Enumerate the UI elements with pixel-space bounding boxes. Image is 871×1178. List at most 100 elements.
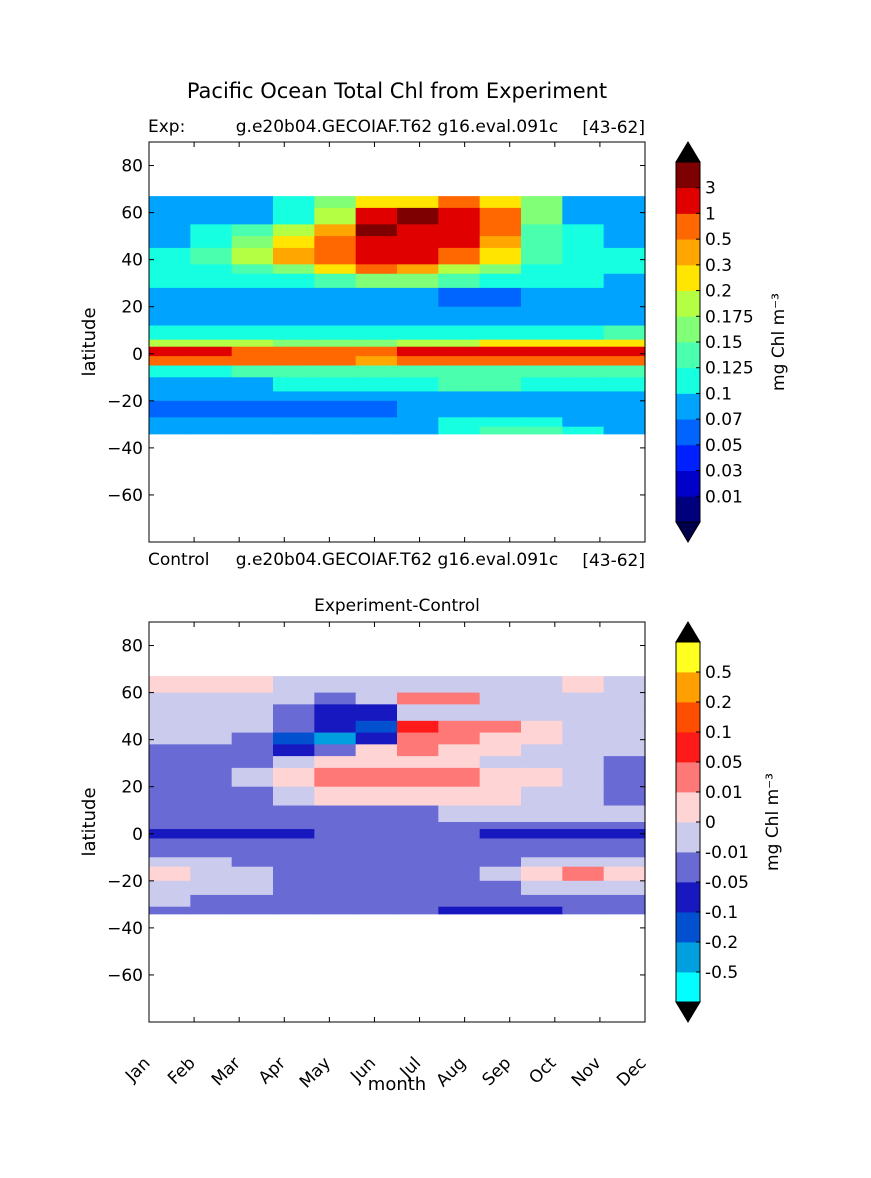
heatmap-cell	[231, 805, 274, 823]
heatmap-cell	[149, 822, 191, 830]
heatmap-cell	[562, 720, 605, 734]
top-colorbar: 0.01 0.03 0.05 0.07 0.1 0.125 0.15 0.175 0.2 0.3 0…	[675, 141, 754, 543]
heatmap-cell	[149, 224, 191, 237]
top-title-center: g.e20b04.GECOIAF.T62 g16.eval.091c	[236, 117, 558, 137]
heatmap-cell	[479, 236, 522, 249]
heatmap-cell	[479, 400, 522, 418]
heatmap-cell	[190, 805, 233, 823]
heatmap-cell	[273, 346, 315, 357]
colorbar-tick-label: 0.5	[705, 230, 732, 250]
heatmap-cell	[479, 744, 522, 757]
heatmap-cell	[190, 732, 233, 745]
heatmap-cell	[149, 704, 191, 722]
y-tick-label: 60	[121, 684, 143, 704]
heatmap-cell	[521, 704, 563, 722]
heatmap-cell	[479, 377, 522, 393]
heatmap-cell	[562, 805, 605, 823]
heatmap-cell	[521, 196, 563, 209]
heatmap-cell	[521, 805, 563, 823]
heatmap-cell	[397, 417, 439, 428]
heatmap-cell	[355, 287, 398, 308]
heatmap-cell	[190, 377, 233, 393]
heatmap-cell	[273, 880, 315, 896]
heatmap-cell	[521, 236, 563, 249]
heatmap-cell	[190, 236, 233, 249]
heatmap-cell	[479, 339, 522, 348]
heatmap-cell	[521, 207, 563, 225]
heatmap-cell	[562, 365, 605, 378]
heatmap-cell	[231, 829, 274, 840]
y-tick-label: 80	[121, 157, 143, 177]
heatmap-cell	[355, 426, 398, 435]
colorbar-segment	[676, 264, 700, 291]
heatmap-cell	[438, 720, 481, 734]
bottom-ylabel: latitude	[79, 787, 100, 856]
heatmap-cell	[521, 857, 563, 868]
heatmap-cell	[521, 829, 563, 840]
heatmap-cell	[273, 838, 315, 858]
colorbar-segment	[676, 290, 700, 317]
heatmap-cell	[603, 273, 646, 289]
heatmap-cell	[314, 767, 357, 788]
colorbar-extend-bottom	[675, 1001, 701, 1023]
heatmap-cell	[562, 247, 605, 265]
heatmap-cell	[397, 247, 439, 265]
heatmap-cell	[438, 857, 481, 868]
top-title-right: [43-62]	[582, 118, 645, 138]
heatmap-cell	[231, 417, 274, 428]
heatmap-cell	[603, 822, 646, 830]
colorbar-tick-label: 0.1	[705, 384, 732, 404]
heatmap-cell	[438, 287, 481, 308]
heatmap-cell	[355, 207, 398, 225]
heatmap-cell	[314, 894, 357, 908]
heatmap-cell	[149, 287, 191, 308]
bottom-xlabel: month	[368, 1074, 426, 1095]
heatmap-cell	[603, 196, 646, 209]
heatmap-cell	[273, 224, 315, 237]
heatmap-cell	[479, 720, 522, 734]
heatmap-cell	[521, 346, 563, 357]
heatmap-cell	[231, 207, 274, 225]
heatmap-cell	[231, 247, 274, 265]
top-colorbar-label: mg Chl m⁻³	[769, 293, 789, 391]
heatmap-cell	[438, 880, 481, 896]
colorbar-tick-label: 0.05	[705, 436, 743, 456]
heatmap-cell	[438, 325, 481, 341]
heatmap-cell	[355, 273, 398, 289]
heatmap-cell	[149, 720, 191, 734]
heatmap-cell	[562, 339, 605, 348]
heatmap-cell	[355, 805, 398, 823]
x-tick-label: Mar	[208, 1053, 245, 1090]
heatmap-cell	[603, 400, 646, 418]
heatmap-cell	[355, 676, 398, 694]
heatmap-cell	[397, 866, 439, 882]
heatmap-cell	[479, 196, 522, 209]
heatmap-cell	[314, 196, 357, 209]
heatmap-cell	[397, 400, 439, 418]
colorbar-tick-label: -0.2	[705, 933, 738, 953]
heatmap-cell	[273, 365, 315, 378]
heatmap-cell	[479, 838, 522, 858]
heatmap-cell	[149, 400, 191, 418]
heatmap-cell	[190, 273, 233, 289]
heatmap-cell	[562, 732, 605, 745]
heatmap-cell	[479, 356, 522, 367]
heatmap-cell	[190, 247, 233, 265]
heatmap-cell	[562, 287, 605, 308]
heatmap-cell	[355, 365, 398, 378]
heatmap-cell	[397, 838, 439, 858]
top-plot-frame	[148, 141, 646, 543]
heatmap-cell	[314, 805, 357, 823]
heatmap-cell	[314, 247, 357, 265]
heatmap-cell	[273, 829, 315, 840]
y-tick-label: −60	[107, 966, 143, 986]
heatmap-cell	[190, 196, 233, 209]
heatmap-cell	[231, 377, 274, 393]
heatmap-cell	[355, 767, 398, 788]
heatmap-cell	[355, 417, 398, 428]
heatmap-cell	[273, 339, 315, 348]
heatmap-cell	[273, 805, 315, 823]
heatmap-cell	[273, 786, 315, 807]
heatmap-cell	[314, 732, 357, 745]
heatmap-cell	[231, 346, 274, 357]
